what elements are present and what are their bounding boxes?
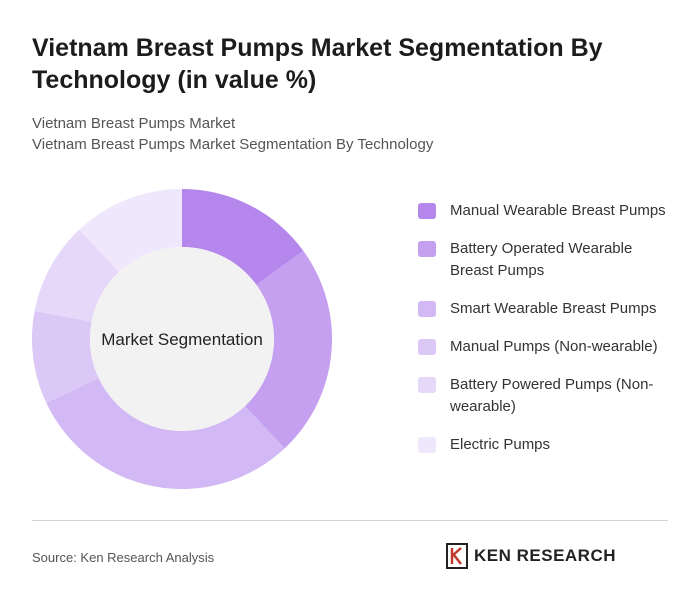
legend-swatch (418, 377, 436, 393)
legend-label: Battery Powered Pumps (Non-wearable) (450, 376, 654, 415)
legend-label: Manual Pumps (Non-wearable) (450, 338, 658, 355)
legend-item: Manual Wearable Breast Pumps (418, 200, 678, 222)
legend-label: Electric Pumps (450, 436, 551, 453)
legend-swatch (418, 203, 436, 219)
donut-slice (182, 189, 304, 285)
legend-item: Battery Operated Wearable Breast Pumps (418, 238, 678, 282)
legend-swatch (418, 241, 436, 257)
subtitle-market: Vietnam Breast Pumps Market (32, 115, 236, 132)
donut-slice (46, 378, 285, 489)
legend-label: Battery Operated Wearable Breast Pumps (450, 240, 633, 279)
footer-divider (32, 520, 668, 521)
legend-item: Manual Pumps (Non-wearable) (418, 336, 678, 358)
chart-legend: Manual Wearable Breast Pumps Battery Oper… (418, 200, 678, 472)
subtitle-segmentation: Vietnam Breast Pumps Market Segmentation… (32, 136, 434, 153)
legend-label: Smart Wearable Breast Pumps (450, 300, 657, 317)
ken-research-logo-text: KEN RESEARCH (474, 546, 617, 565)
legend-item: Battery Powered Pumps (Non-wearable) (418, 374, 678, 418)
ken-research-logo-icon (446, 543, 468, 569)
donut-slice (32, 310, 99, 403)
legend-label: Manual Wearable Breast Pumps (450, 202, 666, 219)
legend-swatch (418, 437, 436, 453)
ken-research-logo: KEN RESEARCH (446, 543, 616, 569)
chart-title: Vietnam Breast Pumps Market Segmentation… (32, 34, 603, 94)
donut-slice (34, 229, 120, 322)
legend-swatch (418, 339, 436, 355)
legend-swatch (418, 301, 436, 317)
donut-chart: Market Segmentation (32, 189, 332, 489)
donut-slice (244, 250, 332, 449)
source-note: Source: Ken Research Analysis (32, 550, 215, 565)
donut-center-label: Market Segmentation (101, 330, 263, 349)
legend-item: Electric Pumps (418, 434, 678, 456)
donut-slice (79, 189, 182, 272)
legend-item: Smart Wearable Breast Pumps (418, 298, 678, 320)
donut-center (90, 247, 274, 431)
chart-subtitle: Vietnam Breast Pumps Market Vietnam Brea… (32, 113, 433, 155)
